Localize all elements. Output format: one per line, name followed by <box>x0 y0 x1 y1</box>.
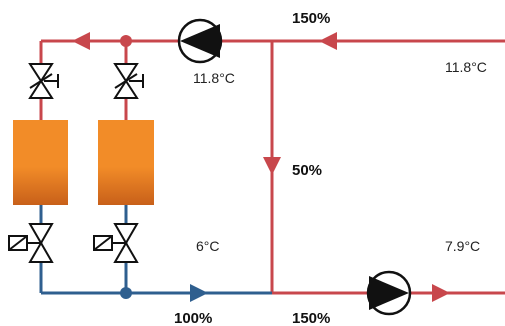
heat-emitter-icon <box>13 120 68 205</box>
flow-arrow-icon <box>72 32 90 50</box>
return-flow-right-label: 150% <box>292 310 330 326</box>
heat-emitter-icon <box>98 120 154 205</box>
circulation-pump-icon <box>177 18 223 64</box>
return-flow-left-label: 100% <box>174 310 212 326</box>
flow-arrow-icon <box>263 157 281 175</box>
tee-junction-supply <box>120 35 132 47</box>
solenoid-valve-icon <box>8 223 54 263</box>
return-temp-left-label: 6°C <box>196 238 220 254</box>
pump-temp-label: 11.8°C <box>193 70 235 86</box>
solenoid-valve-icon <box>93 223 139 263</box>
supply-temp-right-label: 11.8°C <box>445 59 487 75</box>
flow-arrow-icon <box>190 284 208 302</box>
bypass-flow-label: 50% <box>292 162 322 179</box>
balancing-valve-icon <box>113 63 144 99</box>
return-temp-right-label: 7.9°C <box>445 238 480 254</box>
tee-junction-return <box>120 287 132 299</box>
balancing-valve-icon <box>28 63 59 99</box>
circulation-pump-icon <box>366 270 412 316</box>
flow-arrow-icon <box>319 32 337 50</box>
supply-flow-label: 150% <box>292 10 330 27</box>
flow-arrow-icon <box>432 284 450 302</box>
